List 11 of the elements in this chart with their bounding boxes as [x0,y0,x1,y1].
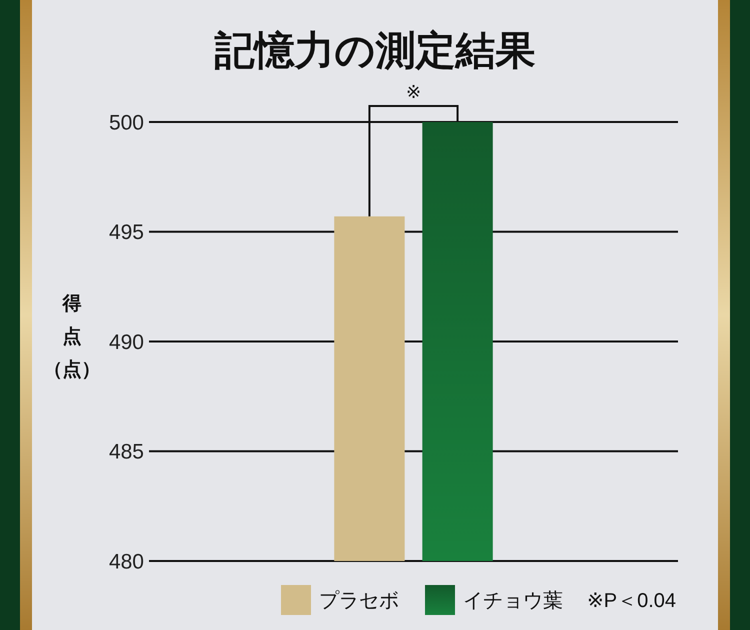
chart-title: 記憶力の測定結果 [214,29,536,73]
text: ※P＜0.04 [587,590,676,612]
y-tick-label: 490 [108,330,144,354]
y-tick-label: 485 [108,440,144,464]
y-axis-title: 得点（点） [44,294,100,380]
text: ※ [406,82,422,102]
y-tick-label: 500 [108,111,144,134]
legend-label: イチョウ葉 [463,590,563,612]
y-tick-label: 495 [108,221,144,244]
y-tick-label: 480 [108,550,144,574]
legend-label: プラセボ [319,590,399,612]
